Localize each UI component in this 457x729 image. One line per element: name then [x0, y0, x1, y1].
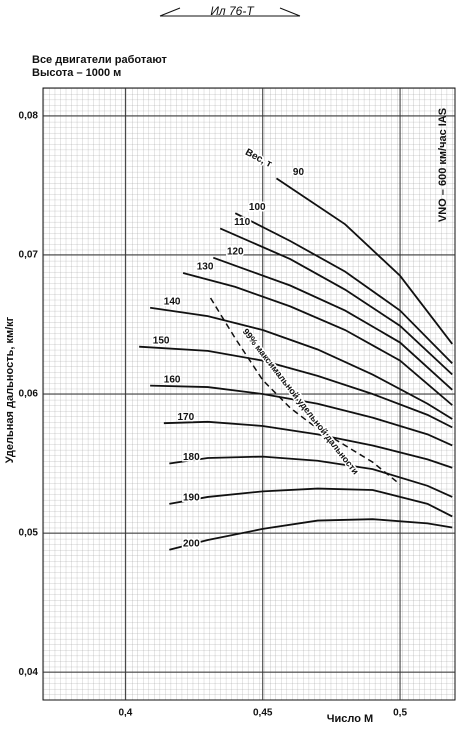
curve-label: 130 — [197, 262, 214, 273]
weight-curve — [234, 212, 453, 365]
chart-title: Все двигатели работают — [32, 54, 167, 66]
weight-curve — [212, 256, 453, 391]
weight-curve — [139, 345, 453, 429]
limit-line — [209, 297, 401, 485]
header-note: Ил 76-Т — [210, 4, 255, 18]
speed-note: VNO – 600 км/час IAS — [437, 108, 449, 222]
curve-label: 160 — [164, 374, 181, 385]
plot-area — [42, 87, 456, 701]
curve-label: 90 — [293, 167, 305, 178]
curve-label: 110 — [234, 217, 251, 228]
curve-label: 180 — [183, 452, 200, 463]
weight-curve — [219, 227, 453, 376]
curve-label: 120 — [227, 246, 244, 257]
y-tick-label: 0,07 — [19, 250, 39, 261]
header-scribble — [159, 7, 301, 17]
weight-curve — [182, 272, 453, 406]
curve-label: 190 — [183, 493, 200, 504]
curve-label: 150 — [153, 335, 170, 346]
x-tick-label: 0,5 — [393, 708, 407, 719]
y-tick-label: 0,06 — [19, 389, 39, 400]
y-tick-label: 0,08 — [19, 110, 39, 121]
y-axis-label: Удельная дальность, км/кг — [4, 316, 16, 463]
y-tick-label: 0,05 — [19, 528, 39, 539]
y-tick-label: 0,04 — [19, 667, 39, 678]
x-tick-label: 0,4 — [118, 708, 132, 719]
curve-label: 200 — [183, 538, 200, 549]
weight-curve — [149, 306, 453, 420]
weight-curve — [169, 455, 453, 498]
curve-label: 170 — [178, 412, 195, 423]
curve-label: 140 — [164, 296, 181, 307]
weight-curve — [169, 487, 453, 518]
x-axis-label: Число М — [327, 713, 373, 725]
weight-curve — [275, 177, 453, 345]
weight-curve — [150, 384, 453, 447]
curve-label: 100 — [249, 202, 266, 213]
chart-subtitle: Высота – 1000 м — [32, 67, 121, 79]
weight-curve — [169, 518, 453, 551]
x-tick-label: 0,45 — [253, 708, 273, 719]
weight-curve — [163, 420, 453, 469]
